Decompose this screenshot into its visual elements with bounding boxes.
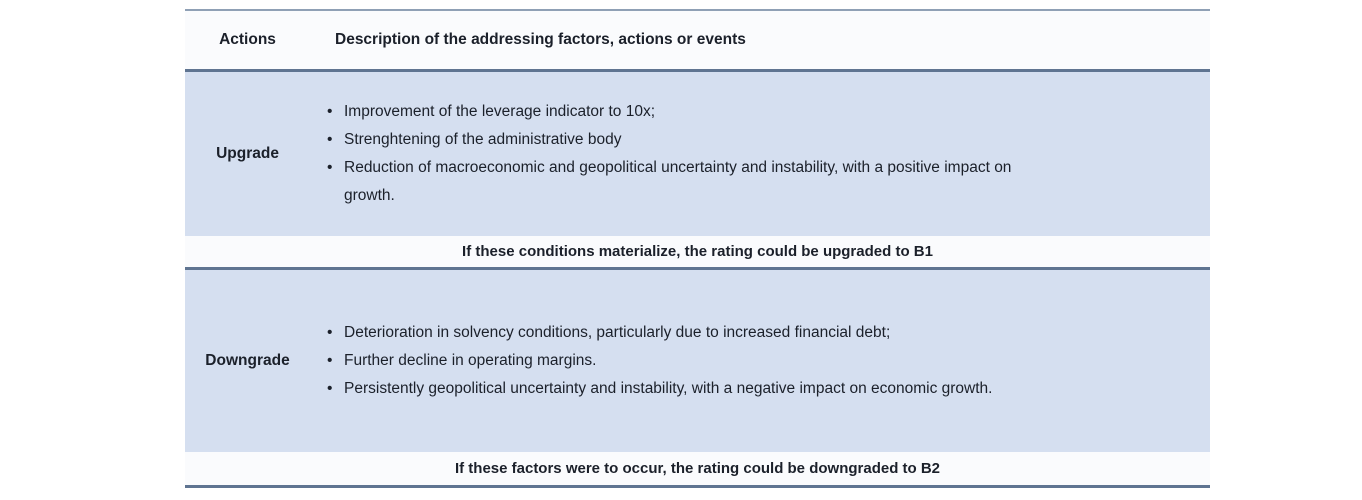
downgrade-row: Downgrade Deterioration in solvency cond… xyxy=(185,270,1210,452)
bullet-item: Improvement of the leverage indicator to… xyxy=(310,98,1060,126)
downgrade-bullet-list: Deterioration in solvency conditions, pa… xyxy=(310,319,1060,403)
bullet-item: Strenghtening of the administrative body xyxy=(310,126,1060,154)
bullet-item: Persistently geopolitical uncertainty an… xyxy=(310,375,1060,403)
bullet-item: Deterioration in solvency conditions, pa… xyxy=(310,319,1060,347)
header-cell-actions: Actions xyxy=(219,31,276,48)
upgrade-bullet-list: Improvement of the leverage indicator to… xyxy=(310,98,1060,210)
action-cell-downgrade: Downgrade xyxy=(205,352,290,369)
bullet-item: Further decline in operating margins. xyxy=(310,347,1060,375)
bullet-item: Reduction of macroeconomic and geopoliti… xyxy=(310,154,1060,210)
upgrade-note-row: If these conditions materialize, the rat… xyxy=(185,236,1210,270)
downgrade-note-row: If these factors were to occur, the rati… xyxy=(185,452,1210,488)
rating-actions-table: Actions Description of the addressing fa… xyxy=(185,9,1210,488)
header-cell-description: Description of the addressing factors, a… xyxy=(335,31,746,48)
downgrade-note-text: If these factors were to occur, the rati… xyxy=(454,460,941,477)
table-header-row: Actions Description of the addressing fa… xyxy=(185,11,1210,72)
action-cell-upgrade: Upgrade xyxy=(216,145,279,162)
downgrade-description-cell: Deterioration in solvency conditions, pa… xyxy=(310,270,1210,452)
upgrade-note-text: If these conditions materialize, the rat… xyxy=(462,243,933,260)
upgrade-description-cell: Improvement of the leverage indicator to… xyxy=(310,72,1210,236)
upgrade-row: Upgrade Improvement of the leverage indi… xyxy=(185,72,1210,236)
